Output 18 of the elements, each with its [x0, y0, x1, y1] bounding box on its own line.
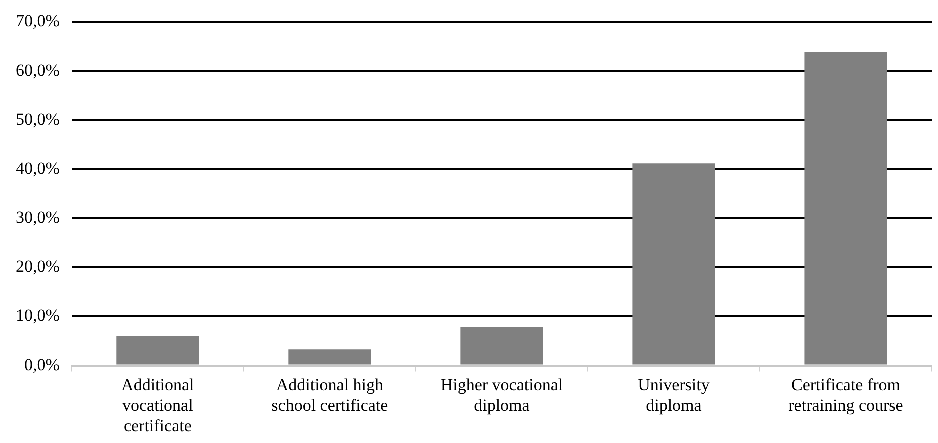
x-tick-label: Additional high school certificate [272, 375, 388, 415]
bar [288, 350, 372, 365]
bar [460, 327, 544, 365]
x-tick-label: Higher vocational diploma [440, 375, 564, 415]
y-tick-label: 40,0% [16, 158, 60, 178]
y-tick-label: 70,0% [16, 12, 60, 31]
x-tick-label: Certificate from retraining course [788, 375, 904, 415]
x-tick-label: Additional vocational certificate [122, 375, 195, 436]
y-tick-label: 10,0% [16, 306, 60, 326]
y-tick-label: 20,0% [16, 257, 60, 276]
y-tick-label: 30,0% [16, 208, 60, 228]
y-tick-label: 0,0% [24, 355, 60, 374]
x-tick-label: University diploma [638, 375, 710, 415]
bar [632, 164, 716, 365]
y-tick-label: 50,0% [16, 110, 60, 129]
bar [804, 52, 888, 365]
bar [116, 336, 200, 365]
y-tick-label: 60,0% [16, 60, 60, 80]
